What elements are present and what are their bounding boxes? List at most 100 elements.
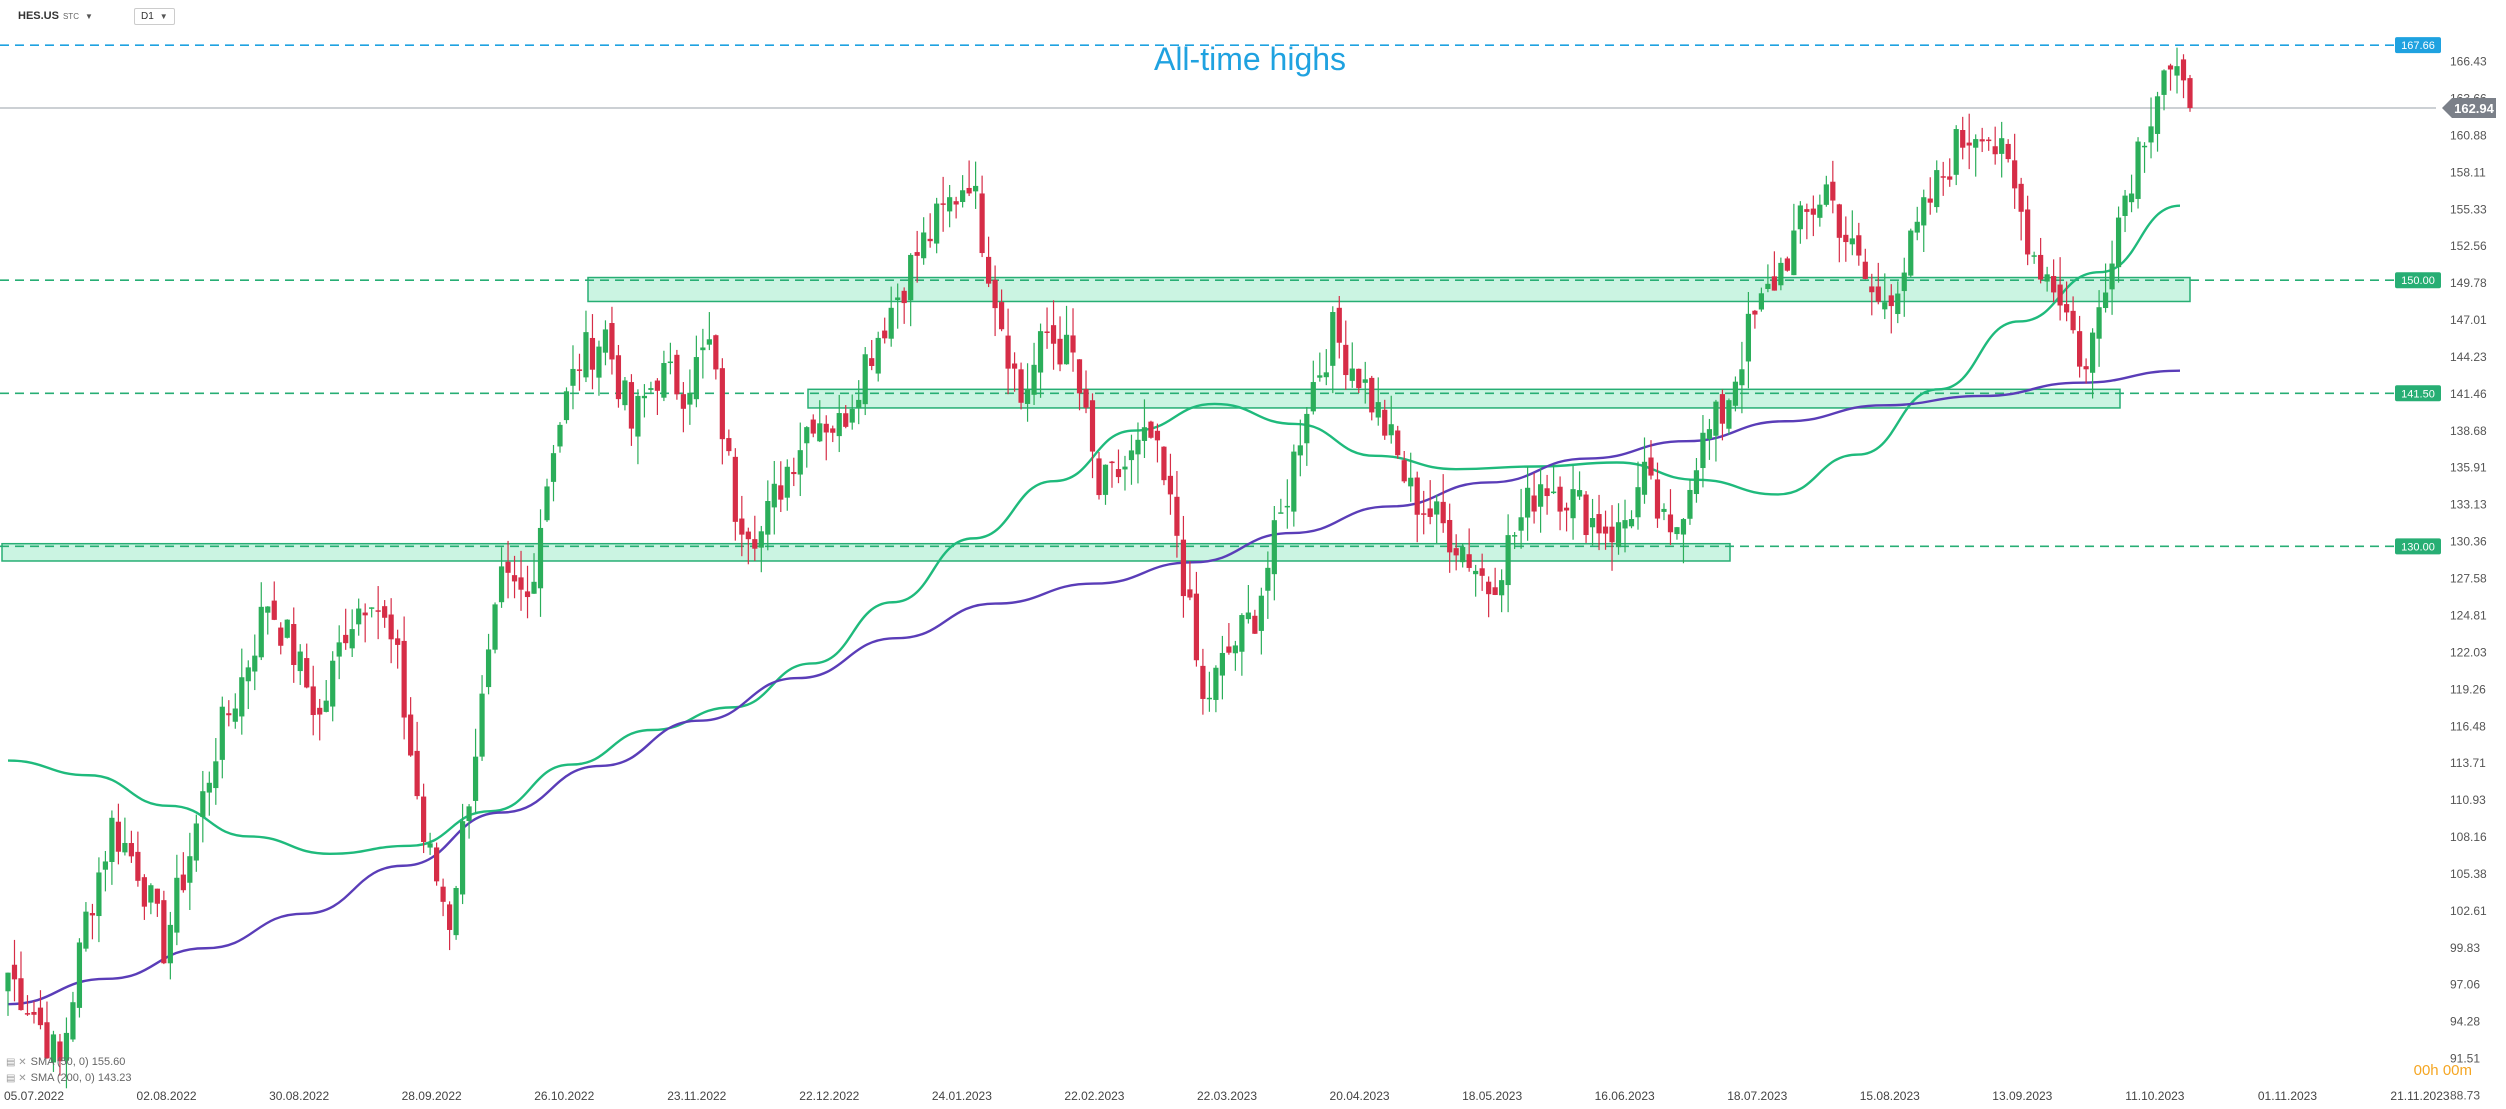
candle-body	[1908, 230, 1914, 276]
price-tick-label: 135.91	[2450, 461, 2487, 475]
candle-body	[2025, 209, 2031, 255]
date-tick-label: 02.08.2022	[137, 1089, 197, 1103]
candle-body	[135, 851, 141, 881]
candle-body	[895, 297, 901, 301]
candle-body	[1460, 547, 1466, 563]
price-tick-label: 113.71	[2450, 756, 2486, 770]
candle-body	[953, 201, 959, 205]
candle-body	[1940, 176, 1946, 178]
price-tick-label: 166.43	[2450, 55, 2487, 69]
candle-body	[1096, 458, 1102, 496]
candle-body	[1648, 457, 1654, 476]
level-tag	[2395, 37, 2441, 54]
candle-body	[2005, 143, 2011, 160]
candle-body	[239, 677, 245, 717]
candle-body	[674, 354, 680, 395]
candle-body	[576, 369, 583, 371]
candle-body	[44, 1022, 50, 1059]
candle-body	[375, 610, 381, 612]
candle-body	[1596, 514, 1602, 534]
candle-body	[1323, 372, 1329, 378]
candle-body	[1973, 139, 1979, 148]
date-tick-label: 13.09.2023	[1992, 1089, 2052, 1103]
candle-body	[680, 394, 686, 409]
candle-body	[1466, 554, 1472, 568]
candle-body	[1947, 176, 1953, 180]
candle-body	[979, 193, 985, 254]
candle-body	[1011, 363, 1018, 369]
price-tick-label: 130.36	[2450, 535, 2487, 549]
candle-body	[1109, 461, 1115, 464]
candle-body	[31, 1011, 37, 1015]
candle-body	[869, 358, 875, 366]
candle-body	[1525, 487, 1531, 518]
candle-body	[1979, 139, 1985, 142]
candle-body	[284, 619, 290, 638]
candle-body	[518, 577, 524, 590]
candle-body	[719, 368, 725, 440]
candle-body	[128, 843, 134, 857]
candle-body	[609, 323, 615, 360]
candle-body	[635, 395, 641, 437]
candle-body	[154, 888, 160, 904]
support-zone	[1, 542, 1731, 562]
support-zone	[587, 276, 2191, 303]
candle-body	[1427, 508, 1433, 517]
candle-body	[2096, 307, 2102, 339]
candle-body	[843, 413, 849, 427]
candle-body	[1674, 527, 1680, 535]
candle-body	[901, 290, 907, 304]
candle-body	[882, 330, 888, 339]
candle-body	[2148, 126, 2154, 143]
symbol-selector[interactable]: HES.US STC ▼	[18, 10, 93, 22]
candle-body	[602, 329, 609, 353]
legend-sma200[interactable]: ▤ ✕ SMA (200, 0) 143.23	[6, 1072, 132, 1084]
candle-body	[927, 238, 933, 242]
candle-body	[1291, 451, 1297, 512]
candle-body	[2051, 276, 2057, 293]
candle-body	[226, 713, 232, 716]
candle-body	[37, 1007, 44, 1026]
candle-body	[823, 423, 829, 433]
symbol-label: HES.US	[18, 10, 59, 22]
candle-body	[2135, 141, 2141, 199]
timeframe-selector[interactable]: D1 ▼	[134, 8, 175, 25]
candle-body	[713, 335, 719, 370]
candle-body	[557, 424, 563, 447]
candle-body	[875, 337, 881, 374]
candle-body	[2077, 331, 2083, 367]
price-tick-label: 88.73	[2450, 1089, 2480, 1103]
candle-body	[628, 382, 635, 429]
candle-timer: 00h 00m	[2413, 1062, 2472, 1079]
candle-body	[466, 806, 472, 821]
candle-body	[641, 395, 648, 399]
settings-icon: ▤ ✕	[6, 1073, 27, 1084]
candle-body	[1654, 479, 1661, 519]
price-tick-label: 116.48	[2450, 719, 2486, 733]
symbol-suffix: STC	[62, 12, 79, 21]
candle-body	[11, 964, 18, 980]
sma-layer	[7, 204, 2181, 1006]
candle-body	[1960, 130, 1966, 148]
candle-body	[330, 660, 336, 707]
candle-body	[550, 453, 557, 482]
candle-body	[1076, 359, 1083, 394]
level-tag-label: 167.66	[2401, 40, 2435, 52]
candle-body	[1330, 312, 1336, 366]
candle-body	[18, 978, 24, 1011]
candle-body	[323, 700, 329, 712]
candle-body	[862, 354, 868, 405]
candle-body	[459, 821, 466, 895]
price-tags-layer: 167.66 150.00 141.50 130.00 162.94	[2395, 37, 2496, 555]
chevron-down-icon: ▼	[84, 12, 93, 21]
candle-body	[1966, 142, 1972, 146]
candle-body	[752, 539, 758, 549]
legend-sma50[interactable]: ▤ ✕ SMA (50, 0) 155.60	[6, 1056, 125, 1068]
candle-body	[2154, 96, 2161, 134]
candle-body	[167, 924, 173, 964]
candle-body	[453, 887, 459, 936]
candle-body	[791, 472, 797, 475]
candle-body	[2115, 217, 2122, 268]
candle-body	[1356, 368, 1362, 389]
